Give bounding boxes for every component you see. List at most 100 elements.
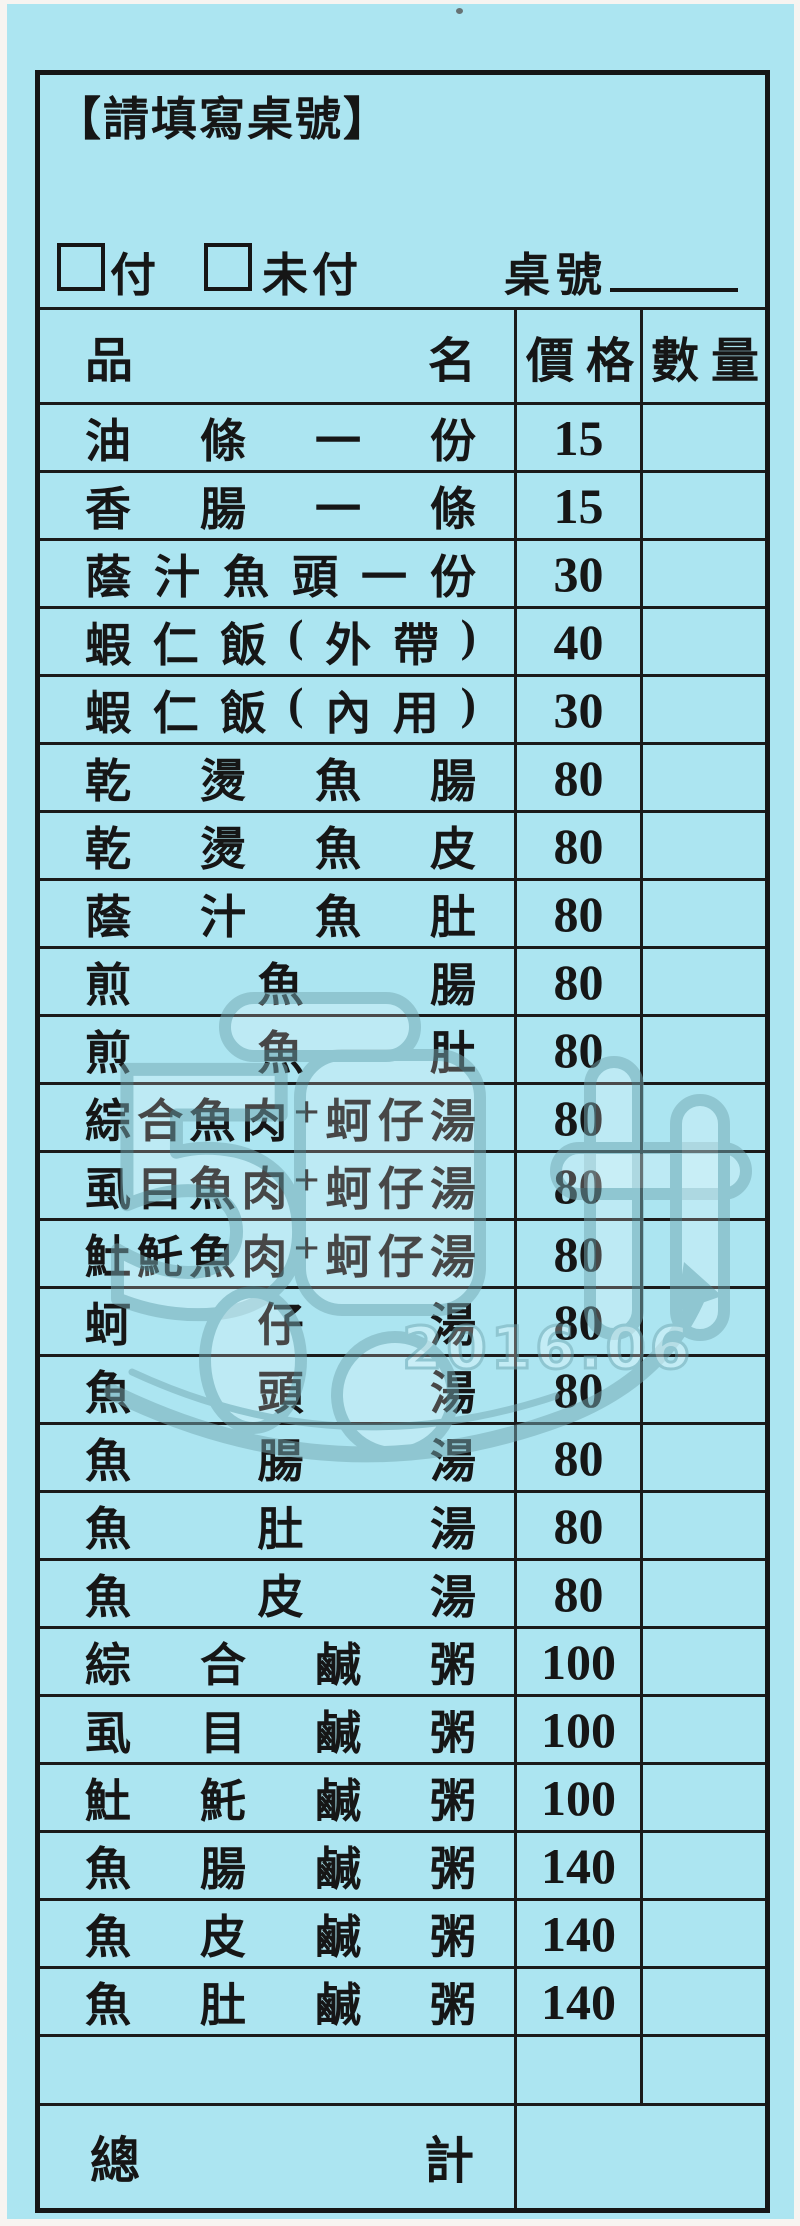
menu-table-header: 品 名 價格 數量 bbox=[40, 307, 765, 402]
item-name-cell: 綜合魚肉 + 蚵仔湯 bbox=[40, 1085, 517, 1150]
item-name-cell: 魚腸鹹粥 bbox=[40, 1833, 517, 1898]
item-price-cell: 100 bbox=[517, 1697, 643, 1762]
menu-item-row: 𩵚 魠鹹粥 100 bbox=[40, 1762, 765, 1830]
item-name-cell: 綜合鹹粥 bbox=[40, 1629, 517, 1694]
item-name-cell: 虱目魚肉 + 蚵仔湯 bbox=[40, 1153, 517, 1218]
item-quantity-cell[interactable] bbox=[643, 1493, 765, 1558]
item-price-cell: 80 bbox=[517, 1357, 643, 1422]
item-name-cell: 魚頭湯 bbox=[40, 1357, 517, 1422]
item-quantity-cell[interactable] bbox=[643, 1221, 765, 1286]
item-name-cell: 蚵仔湯 bbox=[40, 1289, 517, 1354]
item-price-cell: 80 bbox=[517, 949, 643, 1014]
item-price-cell: 140 bbox=[517, 1969, 643, 2034]
item-name-cell: 香腸一條 bbox=[40, 473, 517, 538]
total-label-cell: 總計 bbox=[40, 2106, 517, 2208]
item-quantity-cell[interactable] bbox=[643, 745, 765, 810]
item-quantity-cell[interactable] bbox=[643, 1425, 765, 1490]
item-quantity-cell[interactable] bbox=[643, 1901, 765, 1966]
menu-item-row: 𩵚 魠魚肉 + 蚵仔湯 80 bbox=[40, 1218, 765, 1286]
item-name-cell: 魚肚湯 bbox=[40, 1493, 517, 1558]
menu-item-row: 煎魚肚 80 bbox=[40, 1014, 765, 1082]
item-quantity-cell[interactable] bbox=[643, 1085, 765, 1150]
unpaid-label: 未付 bbox=[262, 250, 362, 301]
menu-item-row: 油條一份 15 bbox=[40, 402, 765, 470]
total-row: 總計 bbox=[40, 2103, 765, 2208]
menu-item-row: 乾燙魚腸 80 bbox=[40, 742, 765, 810]
menu-item-row: 煎魚腸 80 bbox=[40, 946, 765, 1014]
payment-row: 付 未付 桌號 bbox=[40, 239, 765, 301]
blank-price-cell[interactable] bbox=[517, 2037, 643, 2103]
menu-item-row: 虱目鹹粥 100 bbox=[40, 1694, 765, 1762]
blank-name-cell[interactable] bbox=[40, 2037, 517, 2103]
item-quantity-cell[interactable] bbox=[643, 405, 765, 470]
menu-item-row: 蚵仔湯 80 bbox=[40, 1286, 765, 1354]
item-quantity-cell[interactable] bbox=[643, 1629, 765, 1694]
item-price-cell: 80 bbox=[517, 745, 643, 810]
quantity-header: 數量 bbox=[651, 335, 759, 388]
item-price-cell: 30 bbox=[517, 677, 643, 742]
item-quantity-cell[interactable] bbox=[643, 1765, 765, 1830]
menu-item-row: 魚頭湯 80 bbox=[40, 1354, 765, 1422]
form-title: 【請填寫桌號】 bbox=[55, 94, 391, 145]
item-quantity-cell[interactable] bbox=[643, 1153, 765, 1218]
item-price-cell: 100 bbox=[517, 1765, 643, 1830]
item-name-header: 品 名 bbox=[40, 310, 517, 402]
item-price-cell: 80 bbox=[517, 1221, 643, 1286]
unpaid-checkbox[interactable] bbox=[204, 243, 252, 291]
item-quantity-cell[interactable] bbox=[643, 677, 765, 742]
item-price-cell: 140 bbox=[517, 1901, 643, 1966]
item-quantity-cell[interactable] bbox=[643, 473, 765, 538]
item-name-cell: 煎魚肚 bbox=[40, 1017, 517, 1082]
scan-edge-bottom bbox=[0, 2219, 800, 2226]
item-name-cell: 魚皮鹹粥 bbox=[40, 1901, 517, 1966]
item-name-cell: 蝦仁飯(外帶) bbox=[40, 609, 517, 674]
item-quantity-cell[interactable] bbox=[643, 949, 765, 1014]
item-price-cell: 80 bbox=[517, 1425, 643, 1490]
item-price-cell: 80 bbox=[517, 813, 643, 878]
menu-item-row: 蔭汁魚頭一份 30 bbox=[40, 538, 765, 606]
paid-label: 付 bbox=[110, 250, 156, 301]
item-name-cell: 蝦仁飯(內用) bbox=[40, 677, 517, 742]
menu-item-row: 魚皮鹹粥 140 bbox=[40, 1898, 765, 1966]
item-quantity-cell[interactable] bbox=[643, 541, 765, 606]
scan-edge-left bbox=[0, 0, 7, 2226]
menu-item-row: 魚腸鹹粥 140 bbox=[40, 1830, 765, 1898]
item-price-cell: 80 bbox=[517, 1085, 643, 1150]
item-quantity-cell[interactable] bbox=[643, 813, 765, 878]
menu-item-row: 蝦仁飯(外帶) 40 bbox=[40, 606, 765, 674]
item-quantity-cell[interactable] bbox=[643, 1969, 765, 2034]
total-value-cell[interactable] bbox=[517, 2106, 765, 2208]
item-name-cell: 虱目鹹粥 bbox=[40, 1697, 517, 1762]
item-name-cell: 乾燙魚腸 bbox=[40, 745, 517, 810]
blank-item-row bbox=[40, 2034, 765, 2103]
item-price-cell: 80 bbox=[517, 881, 643, 946]
item-quantity-cell[interactable] bbox=[643, 881, 765, 946]
item-name-cell: 魚皮湯 bbox=[40, 1561, 517, 1626]
menu-item-row: 魚肚鹹粥 140 bbox=[40, 1966, 765, 2034]
table-number-input-line[interactable] bbox=[610, 288, 738, 292]
menu-item-row: 蔭汁魚肚 80 bbox=[40, 878, 765, 946]
item-price-cell: 15 bbox=[517, 405, 643, 470]
item-price-cell: 15 bbox=[517, 473, 643, 538]
paid-checkbox[interactable] bbox=[57, 243, 105, 291]
item-quantity-cell[interactable] bbox=[643, 1357, 765, 1422]
blank-quantity-cell[interactable] bbox=[643, 2037, 765, 2103]
menu-item-row: 魚皮湯 80 bbox=[40, 1558, 765, 1626]
item-name-cell: 煎魚腸 bbox=[40, 949, 517, 1014]
item-name-cell: 蔭汁魚肚 bbox=[40, 881, 517, 946]
table-number-label: 桌號 bbox=[504, 250, 608, 301]
item-quantity-cell[interactable] bbox=[643, 609, 765, 674]
item-quantity-cell[interactable] bbox=[643, 1561, 765, 1626]
scan-edge-right bbox=[794, 0, 800, 2226]
item-quantity-cell[interactable] bbox=[643, 1289, 765, 1354]
order-form: 【請填寫桌號】 付 未付 桌號 品 名 價格 數量 bbox=[35, 70, 770, 2213]
item-quantity-cell[interactable] bbox=[643, 1017, 765, 1082]
menu-item-row: 綜合鹹粥 100 bbox=[40, 1626, 765, 1694]
item-quantity-cell[interactable] bbox=[643, 1697, 765, 1762]
item-price-cell: 80 bbox=[517, 1289, 643, 1354]
item-quantity-cell[interactable] bbox=[643, 1833, 765, 1898]
item-price-cell: 30 bbox=[517, 541, 643, 606]
item-price-cell: 140 bbox=[517, 1833, 643, 1898]
item-name-cell: 乾燙魚皮 bbox=[40, 813, 517, 878]
menu-item-row: 綜合魚肉 + 蚵仔湯 80 bbox=[40, 1082, 765, 1150]
